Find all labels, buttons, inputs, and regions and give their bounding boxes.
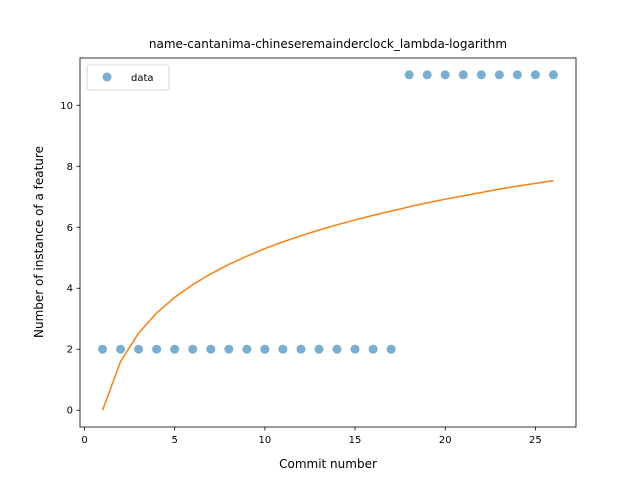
data-point (98, 344, 108, 354)
x-tick-label: 0 (81, 435, 87, 446)
legend-box (86, 64, 170, 91)
data-point (530, 70, 540, 80)
data-point (116, 344, 126, 354)
y-axis: 0 2 4 6 8 10 (60, 101, 80, 417)
x-tick-label: 5 (172, 435, 178, 446)
y-tick-label: 2 (67, 345, 73, 356)
data-point (368, 344, 378, 354)
data-point (224, 344, 234, 354)
x-tick-label: 25 (529, 435, 542, 446)
fit-curve-line (101, 179, 554, 411)
x-tick-label: 10 (259, 435, 272, 446)
plot-marks (98, 70, 558, 411)
data-point (404, 70, 414, 80)
data-point (242, 344, 252, 354)
data-point (206, 344, 216, 354)
data-point (134, 344, 144, 354)
y-tick-label: 10 (60, 101, 73, 112)
data-point (278, 344, 288, 354)
data-point (260, 344, 270, 354)
x-axis: 0 5 10 15 20 25 (81, 427, 542, 446)
data-point (314, 344, 324, 354)
data-point (188, 344, 198, 354)
data-point (422, 70, 432, 80)
y-tick-label: 8 (67, 162, 73, 173)
data-point (332, 344, 342, 354)
data-point (476, 70, 486, 80)
y-axis-label: Number of instance of a feature (32, 146, 46, 338)
data-point (296, 344, 306, 354)
legend-marker-data (102, 72, 112, 82)
x-tick-label: 20 (439, 435, 452, 446)
data-point (494, 70, 504, 80)
legend: data (86, 64, 170, 91)
x-tick-label: 15 (349, 435, 362, 446)
data-point (386, 344, 396, 354)
data-point (440, 70, 450, 80)
data-point (548, 70, 558, 80)
x-axis-label: Commit number (279, 457, 377, 471)
data-point (152, 344, 162, 354)
legend-label-data: data (131, 73, 154, 84)
y-tick-label: 4 (67, 284, 73, 295)
data-point (512, 70, 522, 80)
data-point (170, 344, 180, 354)
y-tick-label: 0 (67, 406, 73, 417)
data-point (350, 344, 360, 354)
y-tick-label: 6 (67, 223, 73, 234)
chart-title: name-cantanima-chineseremainderclock_lam… (149, 37, 507, 51)
data-point (458, 70, 468, 80)
plot-frame (79, 57, 577, 428)
